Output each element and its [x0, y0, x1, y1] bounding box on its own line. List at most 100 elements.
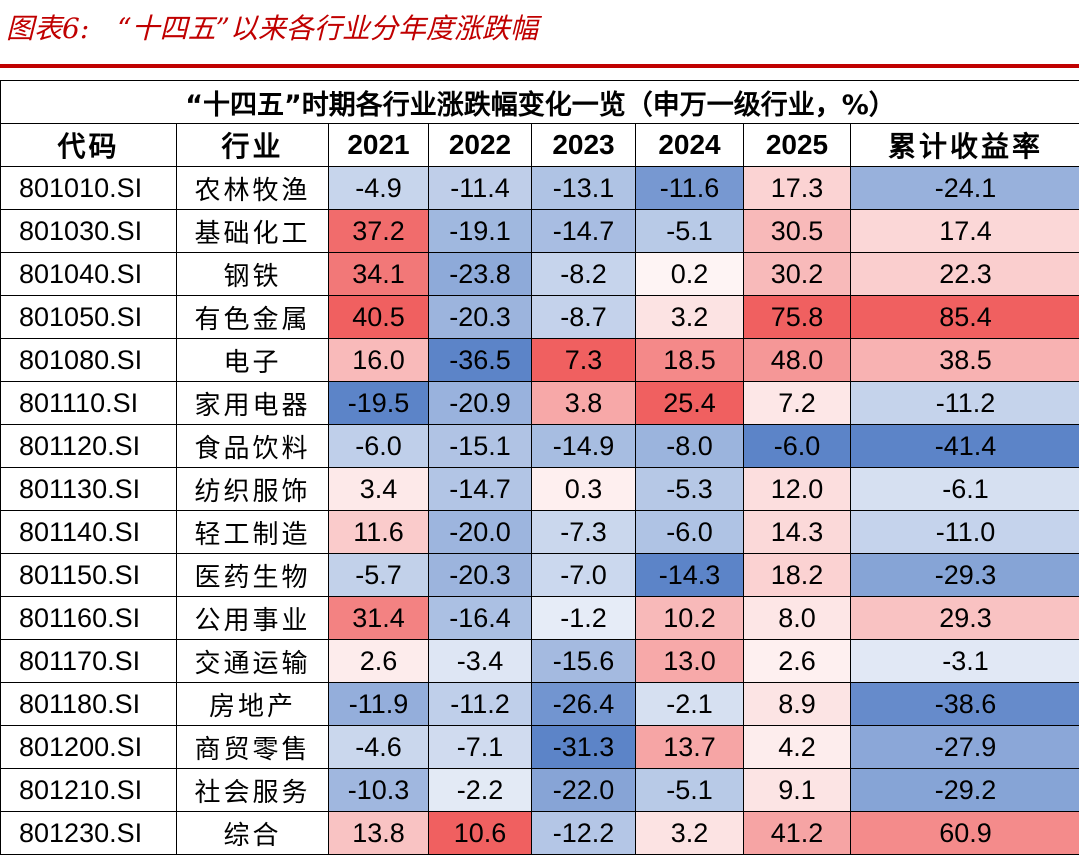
value-cell-2022: -2.2	[428, 768, 532, 812]
value-cell-2024: -14.3	[635, 553, 744, 597]
row-industry: 公用事业	[176, 596, 329, 640]
value-cell-cumulative: -29.3	[849, 553, 1079, 597]
header-2024: 2024	[635, 123, 744, 167]
row-industry: 钢铁	[176, 252, 329, 296]
row-industry: 社会服务	[176, 768, 329, 812]
value-cell-2024: -5.3	[635, 467, 744, 511]
row-industry: 食品饮料	[176, 424, 329, 468]
value-cell-2023: -1.2	[531, 596, 636, 640]
value-cell-2024: -8.0	[635, 424, 744, 468]
value-cell-2025: 12.0	[743, 467, 851, 511]
row-code: 801050.SI	[0, 295, 177, 339]
row-code: 801030.SI	[0, 209, 177, 253]
value-cell-2022: -11.4	[428, 166, 532, 210]
value-cell-cumulative: -11.0	[849, 510, 1079, 554]
value-cell-2023: 7.3	[531, 338, 636, 382]
row-industry: 电子	[176, 338, 329, 382]
value-cell-2023: -15.6	[531, 639, 636, 683]
value-cell-2021: -4.6	[328, 725, 429, 769]
header-code: 代码	[0, 123, 177, 167]
value-cell-cumulative: 38.5	[849, 338, 1079, 382]
value-cell-2023: 0.3	[531, 467, 636, 511]
value-cell-2024: 0.2	[635, 252, 744, 296]
row-industry: 纺织服饰	[176, 467, 329, 511]
value-cell-2023: -22.0	[531, 768, 636, 812]
figure-title: 图表6: “十四五”以来各行业分年度涨跌幅	[6, 12, 538, 45]
row-code: 801110.SI	[0, 381, 177, 425]
row-industry: 有色金属	[176, 295, 329, 339]
value-cell-2025: 30.2	[743, 252, 851, 296]
value-cell-2022: -36.5	[428, 338, 532, 382]
value-cell-2022: -20.9	[428, 381, 532, 425]
table-row: 801120.SI 食品饮料 -6.0 -15.1 -14.9 -8.0 -6.0 -41.4	[0, 424, 1079, 468]
value-cell-2025: 4.2	[743, 725, 851, 769]
row-code: 801170.SI	[0, 639, 177, 683]
value-cell-2022: -20.3	[428, 553, 532, 597]
row-code: 801130.SI	[0, 467, 177, 511]
value-cell-2024: 18.5	[635, 338, 744, 382]
row-industry: 商贸零售	[176, 725, 329, 769]
table-row: 801200.SI 商贸零售 -4.6 -7.1 -31.3 13.7 4.2 -27.9	[0, 725, 1079, 769]
value-cell-2022: -20.3	[428, 295, 532, 339]
value-cell-cumulative: -3.1	[849, 639, 1079, 683]
row-industry: 综合	[176, 811, 329, 855]
value-cell-2023: -8.7	[531, 295, 636, 339]
row-code: 801140.SI	[0, 510, 177, 554]
value-cell-cumulative: 17.4	[849, 209, 1079, 253]
value-cell-2021: -10.3	[328, 768, 429, 812]
table-row: 801040.SI 钢铁 34.1 -23.8 -8.2 0.2 30.2 22.3	[0, 252, 1079, 296]
header-2021: 2021	[328, 123, 429, 167]
table-row: 801160.SI 公用事业 31.4 -16.4 -1.2 10.2 8.0 29.3	[0, 596, 1079, 640]
row-code: 801080.SI	[0, 338, 177, 382]
value-cell-2022: -15.1	[428, 424, 532, 468]
value-cell-2024: -5.1	[635, 209, 744, 253]
value-cell-cumulative: -41.4	[849, 424, 1079, 468]
value-cell-2024: 25.4	[635, 381, 744, 425]
value-cell-2021: 2.6	[328, 639, 429, 683]
value-cell-2023: -7.0	[531, 553, 636, 597]
value-cell-2025: 2.6	[743, 639, 851, 683]
row-code: 801210.SI	[0, 768, 177, 812]
value-cell-2022: -11.2	[428, 682, 532, 726]
value-cell-2022: -7.1	[428, 725, 532, 769]
value-cell-2023: -26.4	[531, 682, 636, 726]
value-cell-2025: 75.8	[743, 295, 851, 339]
value-cell-2024: 13.0	[635, 639, 744, 683]
row-code: 801180.SI	[0, 682, 177, 726]
value-cell-2021: 40.5	[328, 295, 429, 339]
value-cell-cumulative: 85.4	[849, 295, 1079, 339]
row-industry: 医药生物	[176, 553, 329, 597]
row-code: 801120.SI	[0, 424, 177, 468]
value-cell-2024: -11.6	[635, 166, 744, 210]
title-rule	[0, 64, 1079, 68]
value-cell-2025: 30.5	[743, 209, 851, 253]
value-cell-cumulative: 60.9	[849, 811, 1079, 855]
table-caption: “十四五”时期各行业涨跌幅变化一览（申万一级行业，%）	[0, 80, 1079, 124]
value-cell-2025: 41.2	[743, 811, 851, 855]
value-cell-2021: -6.0	[328, 424, 429, 468]
value-cell-2024: -5.1	[635, 768, 744, 812]
value-cell-2021: -5.7	[328, 553, 429, 597]
value-cell-2023: -7.3	[531, 510, 636, 554]
table-body: 801010.SI 农林牧渔 -4.9 -11.4 -13.1 -11.6 17.3 -24.…	[0, 166, 1079, 855]
value-cell-2022: -20.0	[428, 510, 532, 554]
row-industry: 交通运输	[176, 639, 329, 683]
value-cell-2021: 3.4	[328, 467, 429, 511]
table-row: 801150.SI 医药生物 -5.7 -20.3 -7.0 -14.3 18.2 -29.3	[0, 553, 1079, 597]
value-cell-2023: -31.3	[531, 725, 636, 769]
row-industry: 家用电器	[176, 381, 329, 425]
table-row: 801180.SI 房地产 -11.9 -11.2 -26.4 -2.1 8.9 -38.6	[0, 682, 1079, 726]
value-cell-2022: -14.7	[428, 467, 532, 511]
value-cell-2021: 16.0	[328, 338, 429, 382]
row-industry: 轻工制造	[176, 510, 329, 554]
value-cell-cumulative: -11.2	[849, 381, 1079, 425]
row-code: 801040.SI	[0, 252, 177, 296]
table-row: 801030.SI 基础化工 37.2 -19.1 -14.7 -5.1 30.5 17.4	[0, 209, 1079, 253]
value-cell-2025: 17.3	[743, 166, 851, 210]
value-cell-2025: 8.9	[743, 682, 851, 726]
header-2022: 2022	[428, 123, 532, 167]
value-cell-2024: 13.7	[635, 725, 744, 769]
table-row: 801130.SI 纺织服饰 3.4 -14.7 0.3 -5.3 12.0 -6.1	[0, 467, 1079, 511]
header-industry: 行业	[176, 123, 329, 167]
value-cell-2023: -12.2	[531, 811, 636, 855]
